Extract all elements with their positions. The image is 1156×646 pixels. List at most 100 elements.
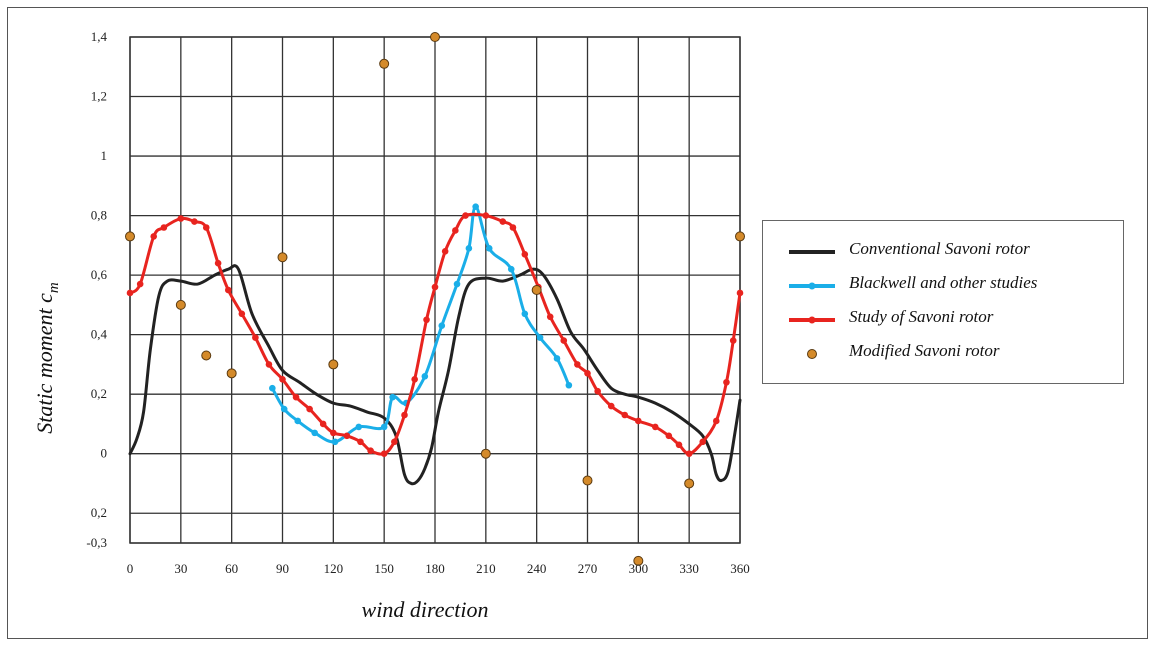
data-point-study-of-savoni-rotor-45	[685, 450, 693, 458]
data-point-study-of-savoni-rotor-41	[635, 417, 642, 425]
x-tick-label-150: 150	[374, 561, 394, 576]
data-point-modified-savoni-rotor-4	[277, 252, 288, 263]
legend-item-modified: Modified Savoni rotor	[763, 339, 1123, 365]
data-point-blackwell-and-other-studies-10	[438, 322, 446, 330]
x-tick-label-120: 120	[324, 561, 344, 576]
data-point-study-of-savoni-rotor-8	[224, 286, 232, 294]
data-point-study-of-savoni-rotor-44	[675, 441, 683, 449]
series-blackwell-and-other-studies	[269, 203, 573, 446]
legend-label-conventional: Conventional Savoni rotor	[849, 239, 1030, 258]
y-axis-title-sub: m	[46, 282, 62, 293]
data-point-blackwell-and-other-studies-5	[355, 423, 363, 431]
x-tick-label-90: 90	[276, 561, 289, 576]
data-point-study-of-savoni-rotor-32	[521, 250, 529, 258]
y-tick-label-4: 0,6	[91, 267, 108, 282]
data-point-study-of-savoni-rotor-15	[319, 420, 327, 428]
data-point-modified-savoni-rotor-5	[328, 359, 339, 370]
data-point-study-of-savoni-rotor-14	[306, 405, 313, 413]
x-tick-label-60: 60	[225, 561, 238, 576]
x-tick-label-300: 300	[629, 561, 649, 576]
y-tick-label-1: 1,2	[91, 89, 107, 104]
x-tick-label-30: 30	[174, 561, 187, 576]
data-point-blackwell-and-other-studies-1	[280, 405, 288, 413]
data-point-study-of-savoni-rotor-37	[584, 370, 591, 377]
data-point-study-of-savoni-rotor-42	[651, 423, 659, 431]
data-point-study-of-savoni-rotor-13	[292, 393, 300, 401]
data-point-study-of-savoni-rotor-39	[607, 402, 615, 410]
y-tick-label-3: 0,8	[91, 208, 107, 223]
x-tick-label-210: 210	[476, 561, 496, 576]
data-point-study-of-savoni-rotor-16	[330, 429, 337, 437]
x-tick-label-180: 180	[425, 561, 445, 576]
legend-label-study: Study of Savoni rotor	[849, 307, 994, 326]
data-point-study-of-savoni-rotor-12	[279, 375, 286, 383]
data-point-study-of-savoni-rotor-31	[509, 224, 517, 231]
legend-label-modified: Modified Savoni rotor	[849, 341, 1000, 360]
data-point-study-of-savoni-rotor-48	[723, 378, 730, 386]
data-point-study-of-savoni-rotor-38	[594, 387, 601, 395]
data-point-blackwell-and-other-studies-11	[453, 280, 461, 288]
x-axis-title: wind direction	[362, 597, 489, 622]
data-point-study-of-savoni-rotor-27	[452, 227, 459, 234]
data-point-study-of-savoni-rotor-28	[462, 212, 469, 219]
data-point-study-of-savoni-rotor-5	[191, 218, 198, 225]
data-point-study-of-savoni-rotor-49	[729, 337, 737, 344]
y-tick-label-7: 0	[101, 446, 108, 461]
data-point-study-of-savoni-rotor-46	[699, 438, 707, 446]
data-point-blackwell-and-other-studies-14	[485, 245, 493, 252]
data-point-study-of-savoni-rotor-50	[736, 289, 744, 297]
data-point-blackwell-and-other-studies-0	[269, 384, 276, 392]
data-point-study-of-savoni-rotor-40	[621, 411, 629, 419]
data-point-study-of-savoni-rotor-4	[177, 215, 185, 222]
data-point-study-of-savoni-rotor-1	[136, 280, 144, 288]
data-point-blackwell-and-other-studies-9	[421, 373, 429, 380]
data-point-blackwell-and-other-studies-18	[553, 355, 561, 362]
data-point-study-of-savoni-rotor-17	[343, 432, 351, 440]
series	[125, 32, 745, 566]
data-point-study-of-savoni-rotor-43	[665, 432, 673, 440]
data-point-blackwell-and-other-studies-19	[565, 381, 573, 389]
y-tick-label-8: 0,2	[91, 505, 107, 520]
data-point-study-of-savoni-rotor-0	[126, 289, 134, 297]
tick-labels: 0 30 60 90 120 150 180 210 240 270 300 330 360 1,4 1,2…	[86, 29, 749, 576]
y-tick-label-9: -0,3	[86, 535, 107, 550]
data-point-modified-savoni-rotor-1	[175, 299, 186, 310]
data-point-study-of-savoni-rotor-24	[423, 316, 430, 324]
data-point-blackwell-and-other-studies-16	[521, 310, 529, 318]
data-point-study-of-savoni-rotor-34	[546, 313, 554, 321]
x-tick-label-360: 360	[730, 561, 750, 576]
data-point-modified-savoni-rotor-9	[531, 285, 542, 295]
data-point-modified-savoni-rotor-3	[226, 368, 237, 379]
data-point-study-of-savoni-rotor-11	[265, 361, 273, 368]
data-point-modified-savoni-rotor-10	[582, 475, 593, 486]
y-tick-label-0: 1,4	[91, 29, 108, 44]
data-point-modified-savoni-rotor-12	[684, 478, 695, 489]
data-point-blackwell-and-other-studies-2	[294, 417, 302, 425]
data-point-blackwell-and-other-studies-4	[331, 438, 339, 446]
x-tick-label-330: 330	[679, 561, 699, 576]
data-point-blackwell-and-other-studies-15	[507, 265, 515, 273]
legend-swatch-modified	[807, 349, 817, 359]
data-point-study-of-savoni-rotor-26	[441, 248, 449, 255]
data-point-modified-savoni-rotor-2	[201, 350, 212, 361]
data-point-study-of-savoni-rotor-35	[560, 337, 568, 344]
data-point-study-of-savoni-rotor-29	[482, 212, 490, 219]
data-point-blackwell-and-other-studies-12	[465, 245, 473, 252]
data-point-study-of-savoni-rotor-19	[367, 447, 374, 455]
data-point-study-of-savoni-rotor-6	[202, 224, 210, 231]
data-point-modified-savoni-rotor-8	[480, 448, 491, 459]
legend-label-blackwell: Blackwell and other studies	[849, 273, 1038, 292]
data-point-modified-savoni-rotor-13	[735, 231, 745, 242]
data-point-study-of-savoni-rotor-7	[214, 259, 222, 267]
data-point-study-of-savoni-rotor-47	[712, 417, 720, 425]
data-point-blackwell-and-other-studies-13	[472, 203, 479, 210]
legend-swatch-blackwell	[789, 282, 835, 290]
series-modified-savoni-rotor	[125, 32, 745, 566]
data-point-modified-savoni-rotor-0	[125, 231, 135, 242]
legend-item-conventional: Conventional Savoni rotor	[763, 237, 1123, 263]
data-point-modified-savoni-rotor-6	[379, 58, 390, 69]
legend: Conventional Savoni rotor Blackwell and …	[762, 220, 1124, 384]
series-line-blackwell-and-other-studies	[270, 205, 571, 444]
y-tick-label-2: 1	[101, 148, 108, 163]
